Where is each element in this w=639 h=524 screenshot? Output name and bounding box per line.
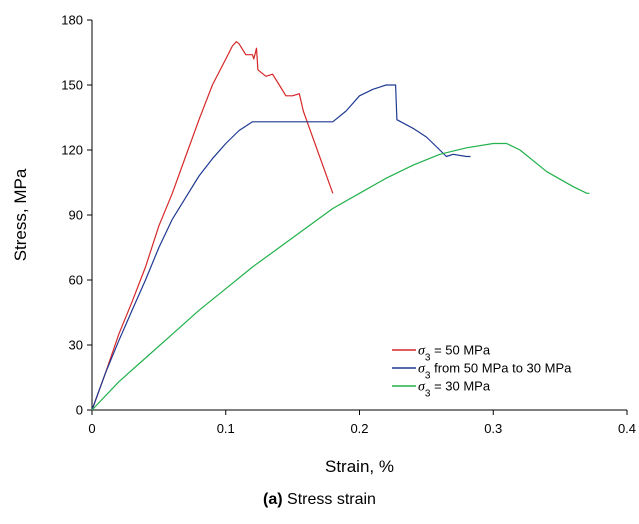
y-tick-label: 0: [76, 403, 83, 418]
y-tick-label: 150: [61, 78, 83, 93]
y-tick-label: 180: [61, 13, 83, 28]
caption-label: (a): [263, 491, 283, 508]
series-layer: [91, 41, 590, 411]
series-line-1: [91, 41, 334, 411]
caption-text: Stress strain: [282, 491, 376, 508]
x-tick-label: 0.2: [350, 421, 368, 436]
y-tick-label: 120: [61, 143, 83, 158]
series-line-2: [91, 84, 471, 411]
y-tick-label: 60: [69, 273, 83, 288]
y-tick-label: 30: [69, 338, 83, 353]
legend-label-3: σ3 = 30 MPa: [418, 379, 491, 400]
y-axis-title: Stress, MPa: [11, 168, 30, 261]
x-tick-label: 0.1: [217, 421, 235, 436]
axes: 0 30 60 90 120 150 180 0 0.1 0.2 0.3 0.4: [61, 13, 636, 437]
figure-caption: (a) Stress strain: [0, 491, 639, 509]
x-tick-label: 0.4: [618, 421, 636, 436]
series-line-3: [91, 142, 590, 411]
x-tick-label: 0.3: [484, 421, 502, 436]
x-axis-title: Strain, %: [325, 457, 394, 476]
legend-label-2: σ3 from 50 MPa to 30 MPa: [418, 361, 572, 382]
legend-label-1: σ3 = 50 MPa: [418, 343, 491, 364]
x-tick-label: 0: [88, 421, 95, 436]
y-tick-label: 90: [69, 208, 83, 223]
